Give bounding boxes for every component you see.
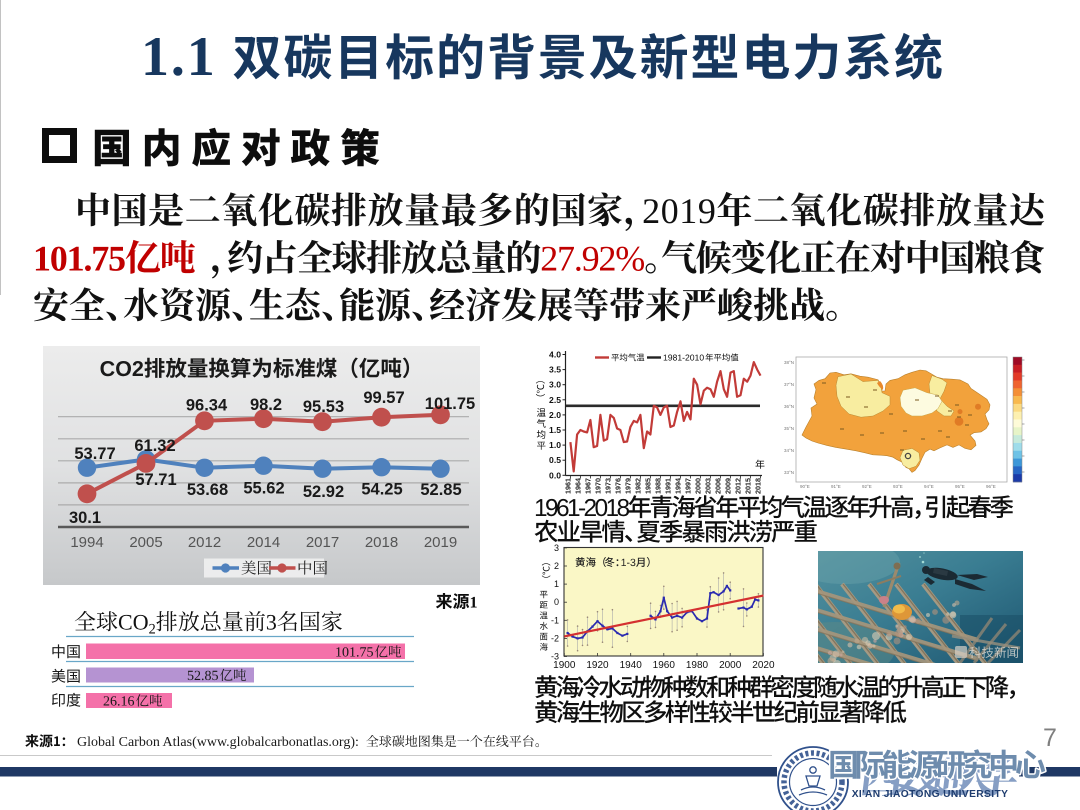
svg-text:101.75: 101.75 [425,395,475,413]
svg-text:2020: 2020 [752,660,775,671]
svg-text:38°N: 38°N [784,360,794,365]
svg-text:0.5: 0.5 [549,455,561,465]
svg-text:0.0: 0.0 [549,470,561,480]
svg-text:XI'AN JIAOTONG UNIVERSITY: XI'AN JIAOTONG UNIVERSITY [852,789,1009,800]
svg-text:2017: 2017 [306,534,339,551]
svg-text:1994: 1994 [70,534,103,551]
svg-text:0: 0 [554,597,559,607]
svg-text:1970: 1970 [593,478,602,494]
svg-text:53.77: 53.77 [74,445,115,463]
svg-text:33°N: 33°N [784,470,794,475]
svg-text:95°E: 95°E [955,484,965,489]
svg-text:96°E: 96°E [986,484,996,489]
svg-text:1920: 1920 [586,660,609,671]
svg-text:54.25: 54.25 [361,481,402,499]
svg-text:1976: 1976 [613,478,622,494]
svg-text:2000: 2000 [719,660,742,671]
svg-text:1964: 1964 [573,478,582,494]
svg-text:34°N: 34°N [784,448,794,453]
svg-text:2000: 2000 [694,478,703,494]
svg-text:2005: 2005 [129,534,162,551]
svg-text:1.0: 1.0 [549,440,561,450]
svg-text:1960: 1960 [653,660,676,671]
svg-text:1.5: 1.5 [549,425,561,435]
svg-text:1997: 1997 [684,478,693,494]
svg-text:2003: 2003 [704,478,713,494]
svg-text:35°N: 35°N [784,426,794,431]
svg-text:2018: 2018 [365,534,398,551]
svg-text:Global Carbon Atlas(www.global: Global Carbon Atlas(www.globalcarbonatla… [77,735,359,750]
svg-text:61.32: 61.32 [134,437,175,455]
svg-text:93°E: 93°E [893,484,903,489]
svg-text:1967: 1967 [583,478,592,494]
svg-text:-2: -2 [551,633,559,643]
svg-text:1979: 1979 [623,478,632,494]
svg-text:37°N: 37°N [784,382,794,387]
svg-text:3.5: 3.5 [549,365,561,375]
svg-text:4.0: 4.0 [549,350,561,360]
svg-text:1994: 1994 [674,478,683,494]
svg-text:2018: 2018 [754,478,763,494]
svg-text:7: 7 [1043,724,1057,752]
svg-text:1991: 1991 [663,478,672,494]
svg-text:-1: -1 [551,615,559,625]
svg-text:95.53: 95.53 [303,398,344,416]
svg-text:91°E: 91°E [831,484,841,489]
svg-text:-3: -3 [551,652,559,662]
svg-text:1985: 1985 [643,478,652,494]
svg-text:1982: 1982 [633,478,642,494]
svg-text:36°N: 36°N [784,404,794,409]
svg-text:2006: 2006 [714,478,723,494]
svg-text:3.0: 3.0 [549,380,561,390]
svg-text:2014: 2014 [247,534,280,551]
svg-text:52.85: 52.85 [420,481,461,499]
svg-text:2015: 2015 [744,478,753,494]
svg-text:2: 2 [554,561,559,571]
svg-text:1961: 1961 [563,478,572,494]
svg-text:2.0: 2.0 [549,410,561,420]
svg-text:52.92: 52.92 [303,483,344,501]
svg-text:57.71: 57.71 [135,471,176,489]
svg-text:2012: 2012 [734,478,743,494]
svg-text:1940: 1940 [620,660,643,671]
svg-text:2019: 2019 [424,534,457,551]
svg-text:94°E: 94°E [924,484,934,489]
svg-text:2.5: 2.5 [549,395,561,405]
svg-text:2009: 2009 [724,478,733,494]
svg-text:1980: 1980 [686,660,709,671]
svg-text:1: 1 [554,579,559,589]
svg-text:1973: 1973 [603,478,612,494]
svg-text:3: 3 [554,543,559,553]
svg-text:90°E: 90°E [800,484,810,489]
svg-text:1988: 1988 [653,478,662,494]
svg-text:30.1: 30.1 [69,509,101,527]
svg-text:98.2: 98.2 [250,396,282,414]
svg-text:99.57: 99.57 [363,389,404,407]
svg-text:2012: 2012 [188,534,221,551]
svg-text:96.34: 96.34 [186,397,228,415]
svg-text:55.62: 55.62 [243,480,284,498]
svg-text:53.68: 53.68 [187,481,228,499]
svg-text:1900: 1900 [553,660,576,671]
svg-text:92°E: 92°E [862,484,872,489]
